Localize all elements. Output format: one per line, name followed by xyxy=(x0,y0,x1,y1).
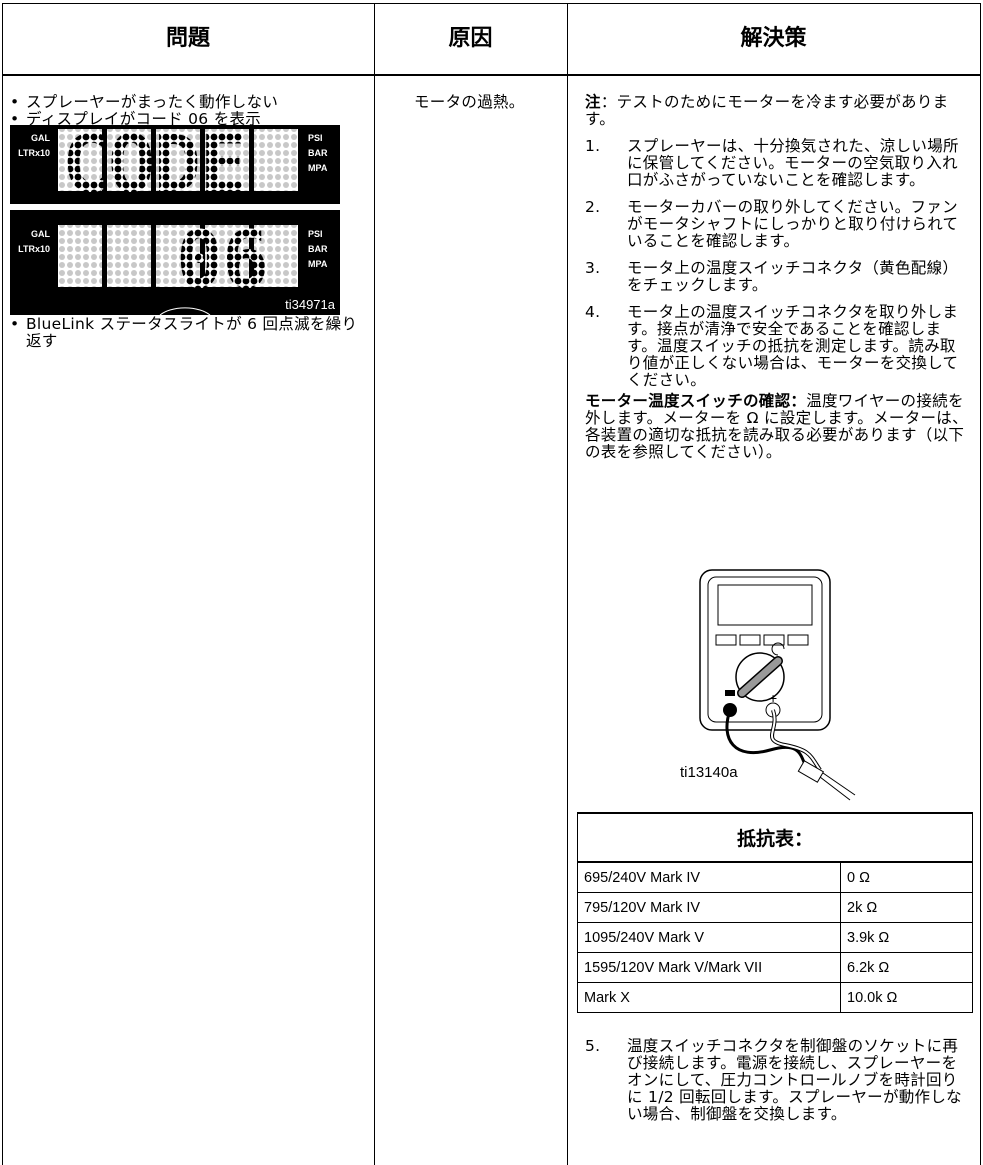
table-row: 695/240V Mark IV 0 Ω xyxy=(577,861,973,893)
display-label: GAL xyxy=(31,229,51,239)
step-number: 1. xyxy=(585,137,601,155)
table-row: Mark X 10.0k Ω xyxy=(577,982,973,1013)
dot-cell xyxy=(107,225,151,287)
step-number: 5. xyxy=(585,1037,601,1055)
note-text: ：テストのためにモーターを冷ます必要があります。 xyxy=(585,93,949,128)
display-label: LTRx10 xyxy=(18,148,50,158)
display-label: PSI xyxy=(308,229,323,239)
divider xyxy=(10,204,340,210)
steps: 1. スプレーヤーは、十分換気された、涼しい場所に保管してください。モーターの空気… xyxy=(585,138,965,389)
check-text: 温度ワイヤーの接続を外します。メーターを Ω に設定します。メーターは、各装置の… xyxy=(585,392,968,461)
border xyxy=(374,3,375,1165)
dot-cell xyxy=(58,129,102,191)
border xyxy=(2,3,3,1165)
step: 4. モータ上の温度スイッチコネクタを取り外します。接点が清浄で安全であることを確… xyxy=(585,304,965,389)
step-number: 4. xyxy=(585,303,601,321)
border xyxy=(567,3,568,1165)
display-text: 06 xyxy=(176,216,268,306)
dot-cell xyxy=(254,129,298,191)
bullet: BlueLink ステータスライトが 6 回点滅を繰り返す xyxy=(8,316,368,350)
final-step: 5. 温度スイッチコネクタを制御盤のソケットに再び接続します。電源を接続し、スプ… xyxy=(585,1028,965,1123)
problem-list: BlueLink ステータスライトが 6 回点滅を繰り返す xyxy=(8,316,368,350)
table-cell: 695/240V Mark IV xyxy=(577,861,841,893)
dot-cell xyxy=(58,225,102,287)
figure-id: ti13140a xyxy=(680,764,738,781)
table-row: 1095/240V Mark V 3.9k Ω xyxy=(577,922,973,953)
header-cell: 解決策 xyxy=(740,26,807,51)
display-text: CODE xyxy=(62,125,246,210)
solution: 注：テストのためにモーターを冷ます必要があります。 1. スプレーヤーは、十分換気… xyxy=(585,94,973,461)
header-cell: 問題 xyxy=(165,26,210,51)
header-cell: 原因 xyxy=(448,26,493,51)
svg-text:+: + xyxy=(769,690,777,706)
display-figure: CODE 06 GAL LTRx10 PSI BAR MPA GAL LTRx10 PSI BA… xyxy=(10,125,340,315)
display-label: BAR xyxy=(308,148,328,158)
step-text: スプレーヤーは、十分換気された、涼しい場所に保管してください。モーターの空気取り… xyxy=(627,137,959,189)
table-cell: 795/120V Mark IV xyxy=(577,892,841,923)
step-number: 2. xyxy=(585,198,601,216)
border xyxy=(980,3,981,1165)
table-cell: 6.2k Ω xyxy=(840,952,973,983)
bullet: スプレーヤーがまったく動作しない xyxy=(8,94,368,112)
cause: モータの過熱。 xyxy=(414,93,525,111)
dot-cell xyxy=(156,129,200,191)
note-label: 注 xyxy=(585,93,601,111)
dot-cell xyxy=(254,225,298,287)
table-cell: 1095/240V Mark V xyxy=(577,922,841,953)
display-label: PSI xyxy=(308,133,323,143)
display-label: MPA xyxy=(308,259,328,269)
table-cell: 1595/120V Mark V/Mark VII xyxy=(577,952,841,983)
dot-cell xyxy=(205,225,249,287)
arc xyxy=(159,307,211,315)
display-label: BAR xyxy=(308,244,328,254)
dot-cell xyxy=(156,225,200,287)
table-cell: 3.9k Ω xyxy=(840,922,973,953)
dot-cell xyxy=(205,129,249,191)
table-row: 795/120V Mark IV 2k Ω xyxy=(577,892,973,923)
table-cell: 10.0k Ω xyxy=(840,982,973,1013)
border xyxy=(2,3,981,4)
dot-cells xyxy=(58,129,298,287)
table-cell: 2k Ω xyxy=(840,892,973,923)
step: 5. 温度スイッチコネクタを制御盤のソケットに再び接続します。電源を接続し、スプ… xyxy=(585,1038,965,1123)
dot-cell xyxy=(107,129,151,191)
resistance-table: 抵抗表： 695/240V Mark IV 0 Ω 795/120V Mark IV… xyxy=(577,812,973,1013)
step: 1. スプレーヤーは、十分換気された、涼しい場所に保管してください。モーターの空気… xyxy=(585,138,965,189)
table-cell: 0 Ω xyxy=(840,861,973,893)
table-title: 抵抗表： xyxy=(577,812,973,863)
step-text: モータ上の温度スイッチコネクタを取り外します。接点が清浄で安全であることを確認し… xyxy=(627,303,959,389)
multimeter-figure: + xyxy=(699,569,856,801)
table-cell: Mark X xyxy=(577,982,841,1013)
display-label: GAL xyxy=(31,133,51,143)
table-row: 1595/120V Mark V/Mark VII 6.2k Ω xyxy=(577,952,973,983)
check-label: モーター温度スイッチの確認： xyxy=(585,392,807,410)
step-text: モータ上の温度スイッチコネクタ（黄色配線）をチェックします。 xyxy=(627,259,959,294)
check: モーター温度スイッチの確認：温度ワイヤーの接続を外します。メーターを Ω に設定… xyxy=(585,393,973,461)
step-number: 3. xyxy=(585,259,601,277)
step: 3. モータ上の温度スイッチコネクタ（黄色配線）をチェックします。 xyxy=(585,260,965,294)
display-label: LTRx10 xyxy=(18,244,50,254)
step-text: モーターカバーの取り外してください。ファンがモータシャフトにしっかりと取り付けら… xyxy=(627,198,959,250)
step-text: 温度スイッチコネクタを制御盤のソケットに再び接続します。電源を接続し、スプレーヤ… xyxy=(627,1037,962,1123)
display-label: MPA xyxy=(308,163,328,173)
step: 2. モーターカバーの取り外してください。ファンがモータシャフトにしっかりと取り付… xyxy=(585,199,965,250)
note: 注：テストのためにモーターを冷ます必要があります。 xyxy=(585,94,973,128)
figure-id: ti34971a xyxy=(285,297,336,312)
problem-list: スプレーヤーがまったく動作しない ディスプレイがコード 06 を表示 xyxy=(8,94,368,129)
border xyxy=(2,74,981,76)
bullet: ディスプレイがコード 06 を表示 xyxy=(8,111,368,129)
